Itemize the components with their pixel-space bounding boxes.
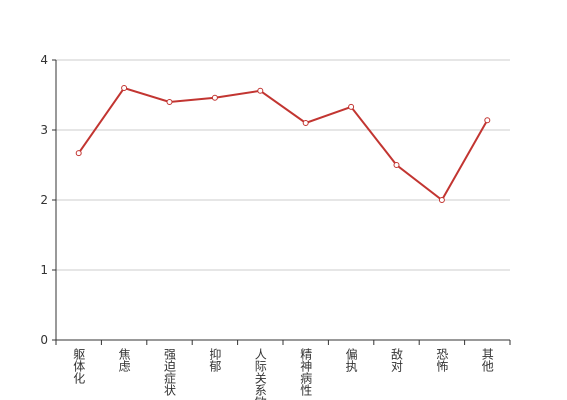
point [438, 197, 445, 203]
point [393, 162, 400, 168]
point [348, 103, 355, 110]
y-tick-label: 1 [40, 263, 48, 277]
point [302, 120, 309, 126]
point [121, 85, 128, 91]
point [75, 150, 82, 157]
x-tick-label: 偏执 [344, 347, 358, 373]
x-tick-label: 焦虑 [117, 348, 131, 372]
x-tick-label: 敌对 [390, 347, 404, 372]
y-tick-label: 2 [40, 193, 48, 207]
y-tick-label: 0 [40, 333, 48, 347]
point [211, 94, 218, 101]
x-tick-label: 强迫症状 [163, 348, 177, 396]
point [166, 99, 173, 105]
point [257, 87, 264, 94]
x-tick-label: 躯体化 [72, 347, 86, 385]
y-tick-label: 3 [40, 123, 48, 137]
x-tick-label: 精神病性 [299, 348, 313, 397]
x-tick-label: 其他 [480, 348, 494, 372]
x-tick-label: 抑郁 [208, 347, 222, 373]
point [484, 117, 491, 124]
x-tick-label: 人际关系敏感 [253, 348, 267, 400]
x-tick-label: 恐怖 [435, 348, 449, 372]
y-tick-label: 4 [40, 53, 48, 67]
line [77, 86, 489, 202]
